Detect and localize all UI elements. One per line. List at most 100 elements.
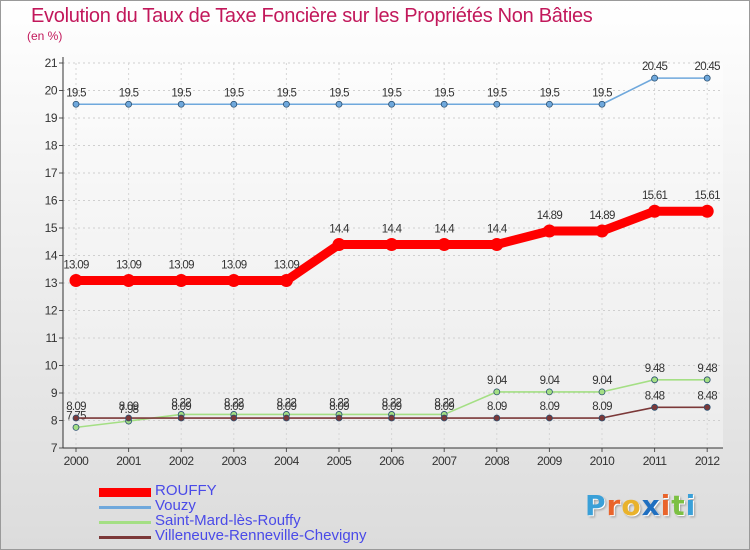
y-tick-label: 8 [51, 414, 58, 428]
data-label: 13.09 [116, 260, 142, 272]
legend-swatch [99, 536, 151, 539]
y-tick-label: 11 [46, 331, 58, 345]
data-point [279, 274, 293, 288]
data-point [542, 224, 556, 238]
data-label: 8.22 [329, 397, 349, 409]
data-label: 19.5 [540, 87, 560, 99]
data-label: 19.5 [434, 87, 454, 99]
x-tick-label: 2009 [537, 454, 563, 468]
grid-lines [59, 62, 723, 452]
data-label: 19.5 [329, 87, 349, 99]
y-axis-unit-label: (en %) [27, 29, 63, 43]
y-tick-label: 7 [51, 441, 58, 455]
data-point [598, 388, 606, 396]
logo-letter: P [585, 489, 607, 522]
data-label: 15.61 [642, 190, 668, 202]
data-point [595, 224, 609, 238]
y-tick-label: 19 [45, 111, 58, 125]
y-tick-label: 21 [45, 56, 58, 70]
y-tick-label: 14 [45, 249, 58, 263]
data-label: 19.5 [224, 87, 244, 99]
data-point [651, 74, 658, 82]
data-label: 8.09 [329, 401, 349, 413]
data-point [177, 414, 185, 422]
x-tick-label: 2010 [590, 454, 616, 468]
data-label: 8.22 [382, 397, 402, 409]
data-point [174, 274, 188, 288]
data-label: 8.48 [697, 390, 717, 402]
data-point [282, 414, 290, 422]
data-label: 14.4 [434, 224, 455, 236]
data-label: 19.5 [382, 87, 402, 99]
legend-swatch [99, 521, 151, 524]
data-label: 19.5 [592, 87, 612, 99]
data-point [125, 100, 132, 108]
data-point [122, 274, 136, 288]
data-label: 14.89 [537, 210, 563, 222]
y-tick-label: 13 [45, 276, 58, 290]
data-point [282, 100, 290, 108]
data-label: 14.4 [487, 224, 508, 236]
x-tick-label: 2000 [64, 454, 90, 468]
data-label: 8.09 [66, 401, 86, 413]
logo-letter: i [660, 489, 672, 522]
x-tick-label: 2012 [695, 454, 721, 468]
data-point [648, 204, 662, 218]
data-point [651, 403, 658, 411]
y-tick-label: 16 [45, 194, 58, 208]
y-tick-label: 17 [45, 166, 58, 180]
data-label: 13.09 [274, 260, 300, 272]
legend-label: Villeneuve-Renneville-Chevigny [155, 527, 367, 544]
data-label: 8.09 [487, 401, 507, 413]
x-tick-label: 2001 [116, 454, 142, 468]
data-point [490, 238, 504, 251]
x-tick-label: 2005 [327, 454, 353, 468]
y-tick-label: 9 [51, 386, 58, 400]
data-label: 9.04 [540, 375, 561, 387]
y-tick-label: 18 [45, 139, 58, 153]
data-label: 9.48 [697, 363, 717, 375]
data-point [703, 403, 711, 411]
data-point [385, 238, 399, 251]
data-point [72, 100, 80, 108]
logo-letter: i [685, 489, 697, 522]
data-label: 9.04 [487, 375, 508, 387]
x-tick-label: 2003 [221, 454, 247, 468]
data-label: 19.5 [171, 87, 191, 99]
data-point [72, 423, 80, 431]
data-label: 19.5 [66, 87, 86, 99]
data-point [230, 100, 238, 108]
legend-swatch [99, 506, 151, 509]
logo-letter: t [671, 489, 686, 522]
data-point [335, 100, 343, 108]
data-point [227, 274, 241, 288]
data-label: 8.09 [119, 401, 139, 413]
data-label: 8.09 [171, 401, 191, 413]
x-tick-label: 2008 [484, 454, 510, 468]
data-point [437, 238, 451, 251]
data-label: 9.48 [645, 363, 665, 375]
y-tick-label: 12 [45, 304, 58, 318]
data-label: 8.09 [540, 401, 560, 413]
legend-label: Vouzy [155, 497, 196, 514]
data-point [335, 414, 343, 422]
data-label: 8.09 [224, 401, 244, 413]
legend-label: ROUFFY [155, 482, 217, 499]
data-label: 13.09 [221, 260, 247, 272]
x-tick-label: 2007 [432, 454, 458, 468]
data-point [700, 204, 714, 218]
logo-letter: x [641, 489, 661, 522]
data-label: 8.22 [434, 397, 454, 409]
data-label: 8.09 [277, 401, 297, 413]
chart-title: Evolution du Taux de Taxe Foncière sur l… [31, 5, 593, 27]
series-rouffy [69, 204, 714, 288]
data-label: 19.5 [487, 87, 507, 99]
data-label: 8.48 [645, 390, 665, 402]
data-label: 8.22 [277, 397, 297, 409]
data-point [177, 100, 185, 108]
data-label: 20.45 [642, 61, 668, 73]
x-tick-label: 2006 [379, 454, 405, 468]
data-point [440, 414, 448, 422]
logo-letter: o [621, 489, 642, 522]
